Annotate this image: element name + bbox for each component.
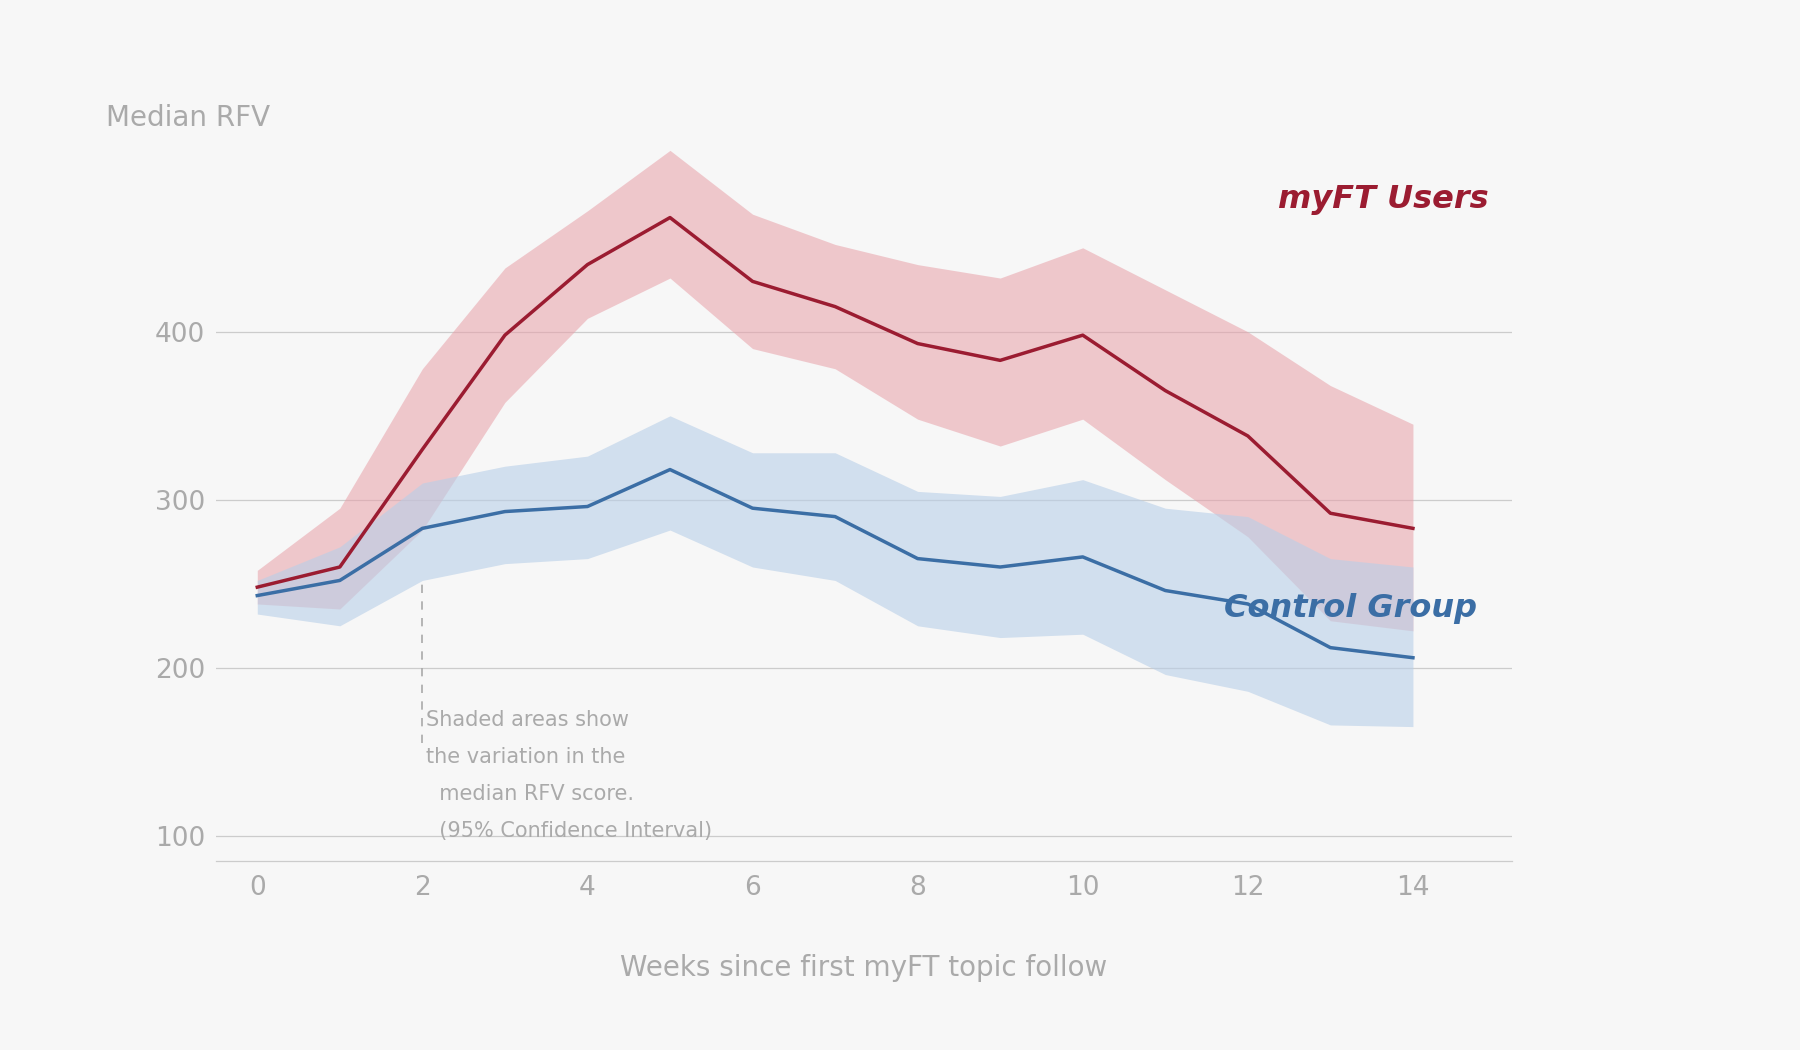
- Text: Median RFV: Median RFV: [106, 104, 270, 132]
- Text: median RFV score.: median RFV score.: [427, 783, 634, 803]
- Text: (95% Confidence Interval): (95% Confidence Interval): [427, 821, 713, 841]
- Text: myFT Users: myFT Users: [1278, 184, 1489, 215]
- Text: Control Group: Control Group: [1224, 593, 1478, 625]
- Text: Shaded areas show: Shaded areas show: [427, 710, 630, 730]
- Text: the variation in the: the variation in the: [427, 747, 626, 766]
- Text: Weeks since first myFT topic follow: Weeks since first myFT topic follow: [621, 953, 1107, 982]
